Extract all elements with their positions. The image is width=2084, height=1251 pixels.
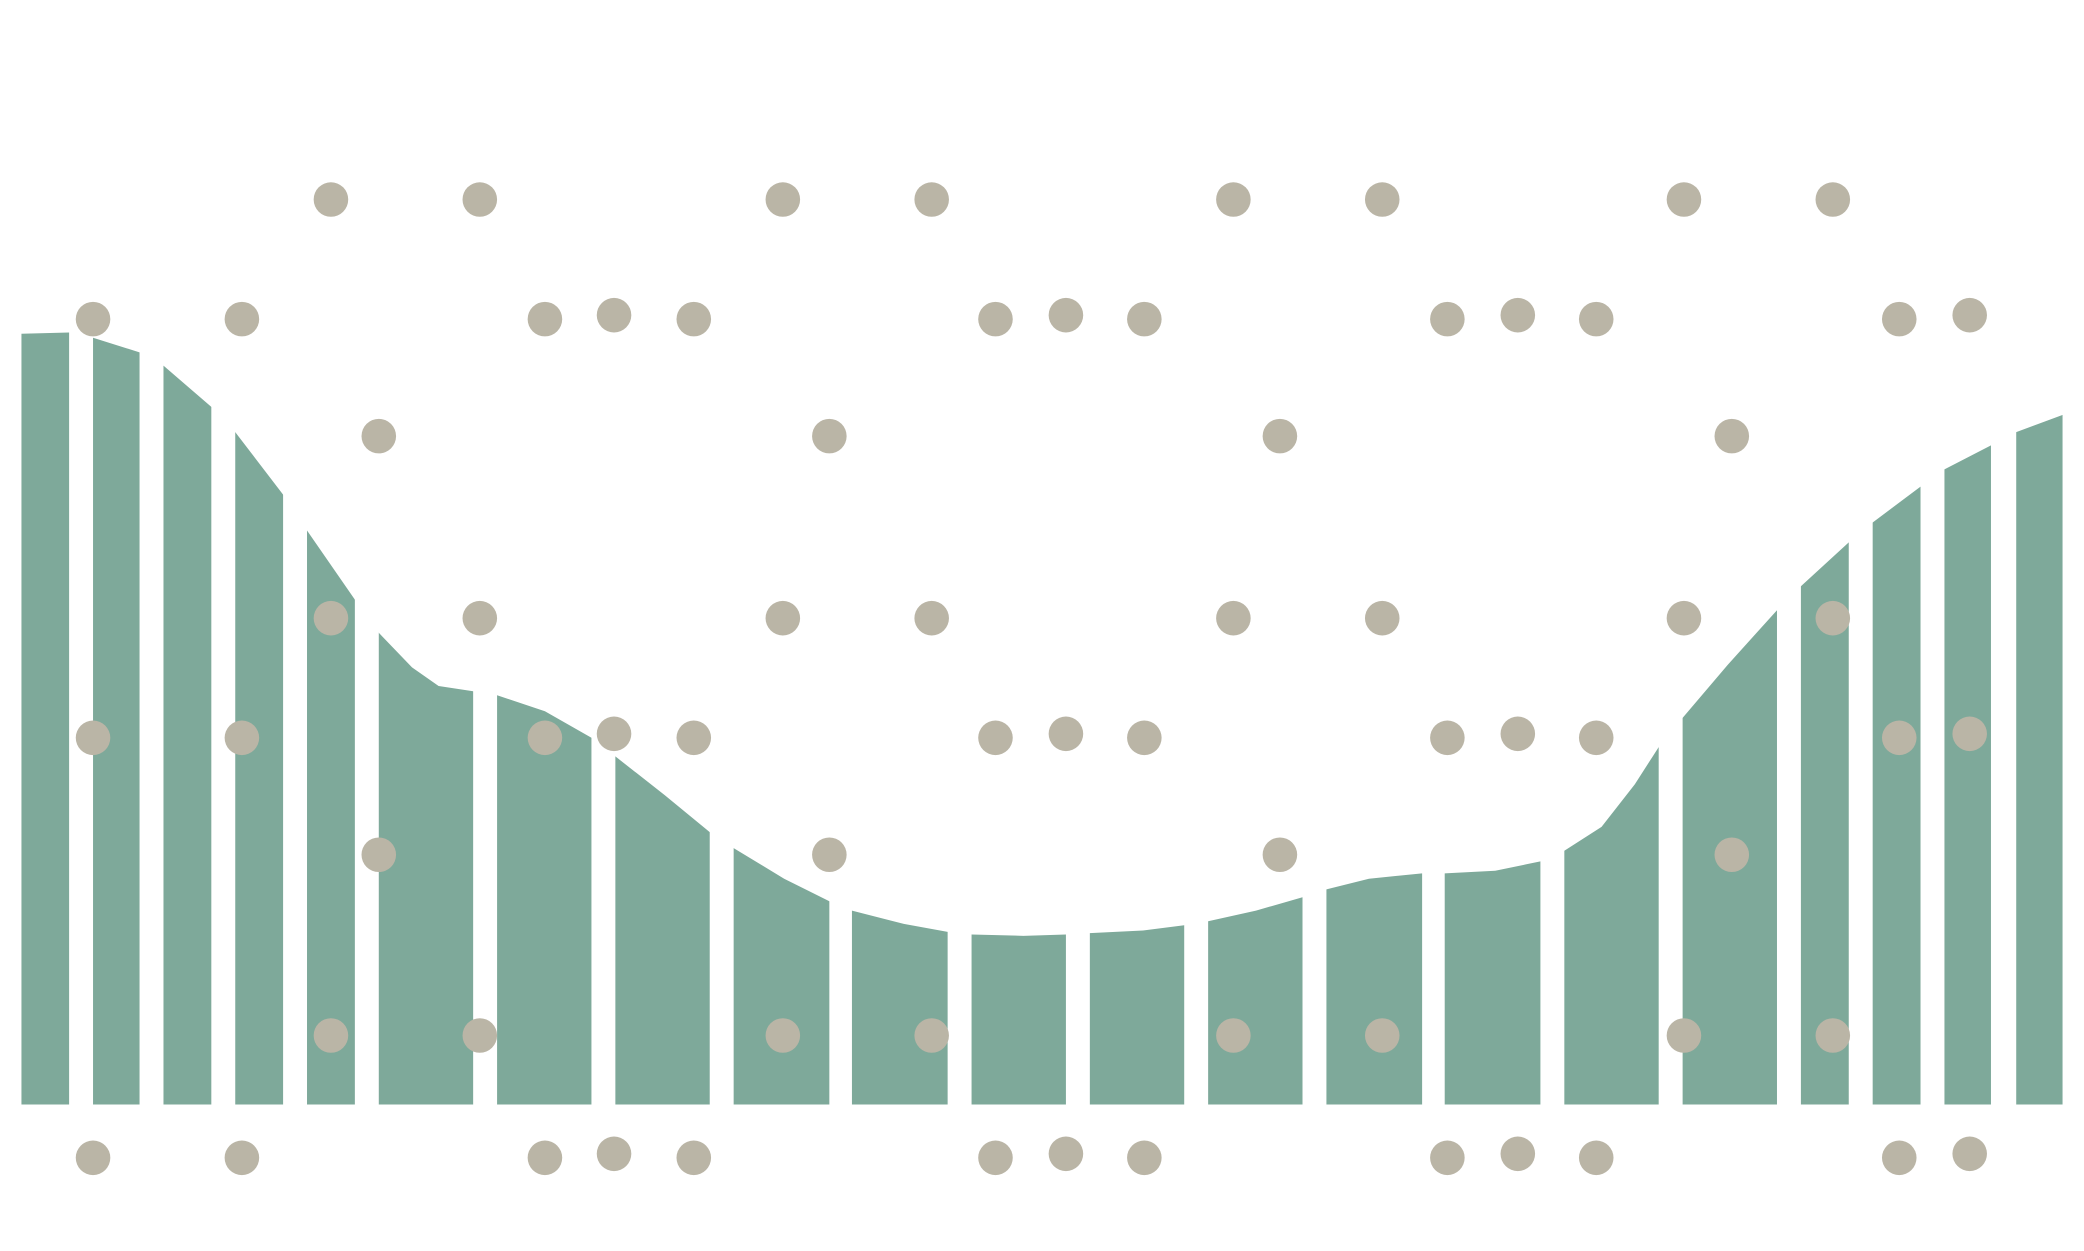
dot <box>462 182 498 217</box>
dot <box>1881 1140 1917 1176</box>
dot <box>1500 297 1536 333</box>
dot <box>224 301 260 337</box>
green-wave-strips <box>21 332 2063 1105</box>
dot <box>361 418 397 454</box>
dot <box>1666 1018 1702 1053</box>
dot <box>1216 1018 1251 1053</box>
dot <box>1666 600 1702 636</box>
dot <box>1578 1140 1614 1176</box>
dot <box>1952 1136 1987 1172</box>
dot <box>1881 720 1917 756</box>
dot <box>1578 301 1614 337</box>
dot <box>1364 1018 1400 1053</box>
dot <box>75 1140 111 1176</box>
dot <box>75 720 111 756</box>
dot <box>527 1140 563 1176</box>
dot <box>676 720 712 756</box>
dot <box>676 1140 712 1176</box>
dot <box>1262 418 1298 454</box>
dot <box>765 182 801 217</box>
dot <box>75 301 111 337</box>
dot <box>765 1018 801 1053</box>
dot <box>224 720 260 756</box>
dot <box>527 301 563 337</box>
dot <box>1666 182 1702 217</box>
dot <box>978 1140 1013 1176</box>
dot <box>1048 297 1084 333</box>
dot <box>1952 297 1987 333</box>
dot <box>1216 182 1251 217</box>
dot <box>812 418 847 454</box>
dot <box>765 600 801 636</box>
dot <box>1127 1140 1162 1176</box>
dot <box>224 1140 260 1176</box>
dot <box>313 1018 349 1053</box>
dot <box>1500 1136 1536 1172</box>
dot <box>1714 418 1750 454</box>
dot <box>1430 301 1465 337</box>
dot <box>1881 301 1917 337</box>
dot <box>1815 1018 1851 1053</box>
dot <box>978 301 1013 337</box>
dot <box>1127 301 1162 337</box>
dot <box>313 600 349 636</box>
dot <box>812 837 847 873</box>
dot <box>462 1018 498 1053</box>
dot <box>1216 600 1251 636</box>
dot <box>527 720 563 756</box>
dot <box>676 301 712 337</box>
dot <box>596 716 632 752</box>
dot <box>1048 716 1084 752</box>
dot <box>1500 716 1536 752</box>
dot <box>1430 720 1465 756</box>
dot <box>914 182 949 217</box>
dot-grid <box>75 182 1987 1176</box>
dot <box>1127 720 1162 756</box>
dot <box>596 1136 632 1172</box>
dot <box>1364 600 1400 636</box>
dot <box>361 837 397 873</box>
dot <box>1815 600 1851 636</box>
dot <box>914 1018 949 1053</box>
dot <box>462 600 498 636</box>
dot <box>1714 837 1750 873</box>
dot <box>1952 716 1987 752</box>
dot <box>1048 1136 1084 1172</box>
dot <box>1364 182 1400 217</box>
dot <box>313 182 349 217</box>
dot <box>978 720 1013 756</box>
dot <box>1262 837 1298 873</box>
dot <box>1815 182 1851 217</box>
dot <box>914 600 949 636</box>
dot <box>1430 1140 1465 1176</box>
dot <box>596 297 632 333</box>
dot <box>1578 720 1614 756</box>
